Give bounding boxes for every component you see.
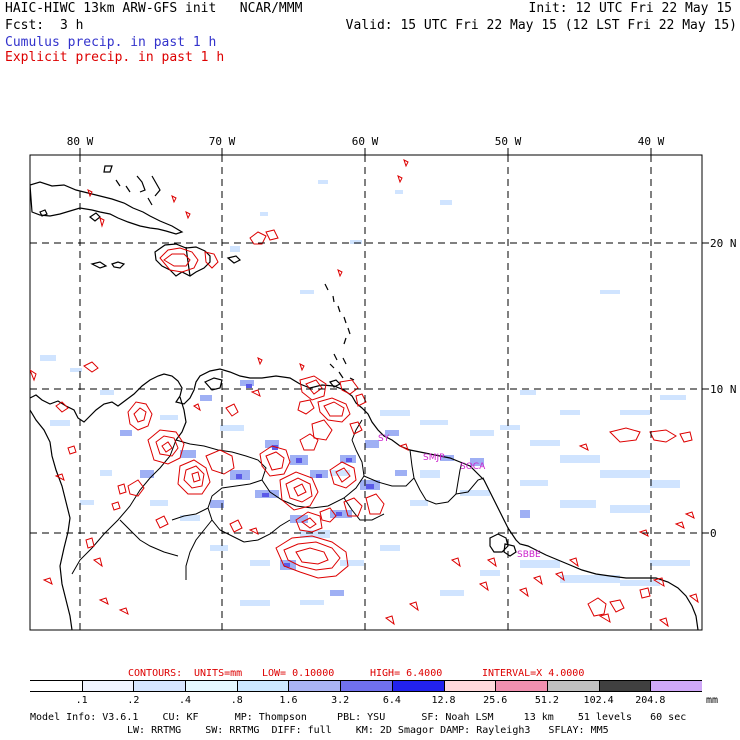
colorbar-label: 102.4 bbox=[583, 695, 614, 706]
colorbar-segment bbox=[81, 681, 134, 691]
init-time: Init: 12 UTC Fri 22 May 15 bbox=[528, 1, 733, 16]
station-label-sbbe: SBBE bbox=[517, 550, 541, 560]
colorbar-segment bbox=[546, 681, 599, 691]
colorbar-label: .8 bbox=[230, 695, 243, 706]
lon-label-80w: 80 W bbox=[67, 135, 94, 148]
lon-label-70w: 70 W bbox=[209, 135, 236, 148]
contours-low: LOW= 0.10000 bbox=[262, 668, 335, 679]
colorbar-segment bbox=[391, 681, 444, 691]
lon-label-40w: 40 W bbox=[638, 135, 665, 148]
colorbar-segment bbox=[288, 681, 341, 691]
coastlines bbox=[30, 165, 699, 630]
station-label-smjp: SMJP bbox=[423, 453, 445, 463]
colorbar-segment bbox=[30, 681, 82, 691]
chart-title: HAIC-HIWC 13km ARW-GFS init NCAR/MMM bbox=[5, 1, 303, 16]
lat-label-0: 0 bbox=[710, 527, 717, 540]
colorbar-segment bbox=[495, 681, 547, 691]
colorbar-segment bbox=[650, 681, 702, 691]
colorbar-segment bbox=[185, 681, 237, 691]
colorbar-label: 204.8 bbox=[635, 695, 666, 706]
lon-label-50w: 50 W bbox=[495, 135, 522, 148]
contours-title: CONTOURS: bbox=[128, 668, 183, 679]
colorbar-segment bbox=[598, 681, 651, 691]
model-info-line1: Model Info: V3.6.1 CU: KF MP: Thompson P… bbox=[30, 712, 687, 723]
legend-explicit: Explicit precip. in past 1 h bbox=[5, 50, 225, 65]
contours-high: HIGH= 6.4000 bbox=[370, 668, 443, 679]
grid-ticks bbox=[79, 148, 709, 534]
contours-interval: INTERVAL=X 4.0000 bbox=[482, 668, 585, 679]
fcst-label: Fcst: bbox=[5, 18, 45, 33]
station-label-soca: SOCA bbox=[460, 462, 486, 472]
lon-label-60w: 60 W bbox=[352, 135, 379, 148]
colorbar-unit: mm bbox=[706, 695, 719, 706]
contours-units: UNITS=mm bbox=[194, 668, 243, 679]
cumulus-precip-shading bbox=[40, 180, 690, 606]
lat-label-20n: 20 N bbox=[710, 237, 737, 250]
colorbar-label: 51.2 bbox=[534, 695, 559, 706]
colorbar-label: 1.6 bbox=[279, 695, 298, 706]
colorbar-label: .1 bbox=[75, 695, 88, 706]
station-label-sy: SY bbox=[378, 434, 390, 444]
colorbar-segment bbox=[340, 681, 392, 691]
explicit-precip-contours bbox=[30, 159, 699, 628]
colorbar-segment bbox=[133, 681, 186, 691]
fcst-value: 3 h bbox=[60, 18, 84, 33]
colorbar-label: .4 bbox=[179, 695, 192, 706]
latlon-grid bbox=[30, 155, 702, 630]
legend-cumulus: Cumulus precip. in past 1 h bbox=[5, 35, 217, 50]
colorbar-label: .2 bbox=[127, 695, 140, 706]
colorbar-label: 3.2 bbox=[331, 695, 350, 706]
map-frame bbox=[29, 154, 703, 631]
colorbar-label: 25.6 bbox=[483, 695, 508, 706]
precip-colorbar bbox=[30, 680, 702, 692]
colorbar-label: 6.4 bbox=[382, 695, 401, 706]
colorbar-label: 12.8 bbox=[431, 695, 456, 706]
model-info-line2: LW: RRTMG SW: RRTMG DIFF: full KM: 2D Sm… bbox=[127, 725, 609, 736]
valid-time: Valid: 15 UTC Fri 22 May 15 (12 LST Fri … bbox=[345, 18, 737, 33]
lat-label-10n: 10 N bbox=[710, 383, 737, 396]
colorbar-segment bbox=[443, 681, 496, 691]
colorbar-segment bbox=[236, 681, 289, 691]
